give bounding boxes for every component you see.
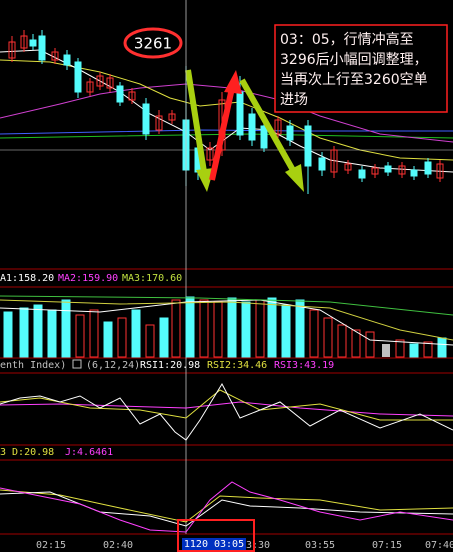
toggle[interactable] — [72, 359, 82, 369]
rsi-lines — [0, 382, 453, 441]
time-label: 07:15 — [372, 540, 402, 551]
ma-lines — [0, 49, 453, 173]
separators — [0, 268, 453, 535]
indicator-label: 3 D:20.98 — [0, 447, 54, 458]
indicator-label: MA3:170.60 — [122, 273, 182, 284]
arrows — [185, 69, 304, 192]
annotation-line: 进场 — [280, 92, 308, 108]
indicator-label: (6,12,24) — [86, 360, 140, 371]
cursor-label-bg — [182, 538, 246, 550]
indicator-label: J:4.6461 — [65, 447, 113, 458]
time-label: 02:15 — [36, 540, 66, 551]
indicator-label: enth Index) — [0, 360, 66, 371]
time-label: 07:40 — [425, 540, 453, 551]
indicator-label: RSI2:34.46 — [207, 360, 267, 371]
time-label: 03:55 — [305, 540, 335, 551]
volume-ma — [0, 295, 453, 346]
indicator-label: MA2:159.90 — [58, 273, 118, 284]
indicator-label: A1:158.20 — [0, 273, 54, 284]
annotation-line: 当再次上行至3260空单 — [280, 72, 428, 88]
candles — [8, 30, 444, 194]
cursor-label: 1120 03:05 — [184, 539, 244, 550]
callout: 3261 — [134, 35, 172, 53]
kdj-lines — [0, 481, 453, 533]
time-label: 02:40 — [103, 540, 133, 551]
indicator-label: RSI3:43.19 — [274, 360, 334, 371]
callout-ring — [123, 27, 183, 59]
indicator-label: RSI1:20.98 — [140, 360, 200, 371]
annotation-line: 03：05，行情冲高至 — [280, 31, 414, 48]
annotation-line: 3296后小幅回调整理， — [280, 52, 428, 68]
cursor-highlight — [177, 519, 255, 552]
annotation-box — [274, 24, 448, 113]
